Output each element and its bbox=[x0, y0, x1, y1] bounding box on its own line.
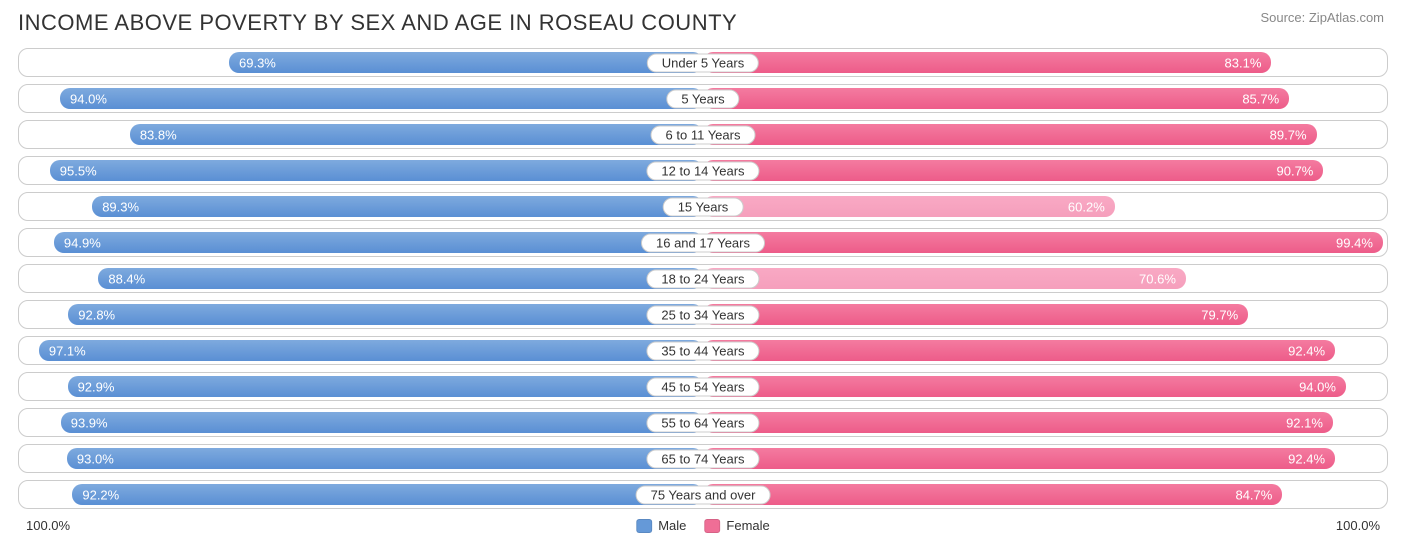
male-value: 88.4% bbox=[108, 271, 145, 286]
male-value: 93.9% bbox=[71, 415, 108, 430]
bar-row: 94.9% 99.4% 16 and 17 Years bbox=[18, 228, 1388, 257]
female-value: 92.1% bbox=[1286, 415, 1323, 430]
male-bar: 94.9% bbox=[54, 232, 703, 253]
male-value: 92.2% bbox=[82, 487, 119, 502]
male-value: 97.1% bbox=[49, 343, 86, 358]
female-value: 94.0% bbox=[1299, 379, 1336, 394]
female-value: 99.4% bbox=[1336, 235, 1373, 250]
female-bar: 89.7% bbox=[703, 124, 1317, 145]
legend-male-swatch bbox=[636, 519, 652, 533]
legend-male: Male bbox=[636, 518, 686, 533]
category-label: 15 Years bbox=[663, 197, 744, 216]
female-value: 89.7% bbox=[1270, 127, 1307, 142]
bar-row: 69.3% 83.1% Under 5 Years bbox=[18, 48, 1388, 77]
bar-row: 83.8% 89.7% 6 to 11 Years bbox=[18, 120, 1388, 149]
female-value: 84.7% bbox=[1235, 487, 1272, 502]
category-label: 55 to 64 Years bbox=[646, 413, 759, 432]
axis-max-left: 100.0% bbox=[26, 518, 70, 533]
male-bar: 92.9% bbox=[68, 376, 703, 397]
male-value: 93.0% bbox=[77, 451, 114, 466]
bar-row: 93.0% 92.4% 65 to 74 Years bbox=[18, 444, 1388, 473]
chart-title: INCOME ABOVE POVERTY BY SEX AND AGE IN R… bbox=[18, 10, 737, 36]
female-bar: 60.2% bbox=[703, 196, 1115, 217]
female-bar: 70.6% bbox=[703, 268, 1186, 289]
female-value: 79.7% bbox=[1201, 307, 1238, 322]
male-bar: 88.4% bbox=[98, 268, 703, 289]
female-bar: 92.4% bbox=[703, 340, 1335, 361]
male-bar: 93.9% bbox=[61, 412, 703, 433]
male-value: 83.8% bbox=[140, 127, 177, 142]
male-value: 94.9% bbox=[64, 235, 101, 250]
female-bar: 90.7% bbox=[703, 160, 1323, 181]
female-bar: 84.7% bbox=[703, 484, 1282, 505]
category-label: 12 to 14 Years bbox=[646, 161, 759, 180]
female-bar: 92.4% bbox=[703, 448, 1335, 469]
male-value: 69.3% bbox=[239, 55, 276, 70]
category-label: 75 Years and over bbox=[636, 485, 771, 504]
female-bar: 99.4% bbox=[703, 232, 1383, 253]
category-label: Under 5 Years bbox=[647, 53, 759, 72]
bar-row: 93.9% 92.1% 55 to 64 Years bbox=[18, 408, 1388, 437]
bar-row: 89.3% 60.2% 15 Years bbox=[18, 192, 1388, 221]
category-label: 16 and 17 Years bbox=[641, 233, 765, 252]
category-label: 5 Years bbox=[666, 89, 739, 108]
male-bar: 92.2% bbox=[72, 484, 703, 505]
legend-female-label: Female bbox=[726, 518, 769, 533]
source-attribution: Source: ZipAtlas.com bbox=[1260, 10, 1384, 25]
male-bar: 69.3% bbox=[229, 52, 703, 73]
female-bar: 92.1% bbox=[703, 412, 1333, 433]
male-value: 89.3% bbox=[102, 199, 139, 214]
female-value: 83.1% bbox=[1225, 55, 1262, 70]
male-value: 92.9% bbox=[78, 379, 115, 394]
male-bar: 89.3% bbox=[92, 196, 703, 217]
axis-row: 100.0% Male Female 100.0% bbox=[0, 516, 1406, 540]
male-value: 94.0% bbox=[70, 91, 107, 106]
female-value: 92.4% bbox=[1288, 451, 1325, 466]
chart-area: 69.3% 83.1% Under 5 Years 94.0% 85.7% 5 Years… bbox=[0, 40, 1406, 509]
male-bar: 95.5% bbox=[50, 160, 703, 181]
female-value: 90.7% bbox=[1277, 163, 1314, 178]
male-value: 95.5% bbox=[60, 163, 97, 178]
bar-row: 92.2% 84.7% 75 Years and over bbox=[18, 480, 1388, 509]
female-value: 60.2% bbox=[1068, 199, 1105, 214]
male-bar: 97.1% bbox=[39, 340, 703, 361]
axis-max-right: 100.0% bbox=[1336, 518, 1380, 533]
legend-female-swatch bbox=[704, 519, 720, 533]
female-value: 85.7% bbox=[1242, 91, 1279, 106]
bar-row: 92.9% 94.0% 45 to 54 Years bbox=[18, 372, 1388, 401]
bar-row: 92.8% 79.7% 25 to 34 Years bbox=[18, 300, 1388, 329]
bar-row: 94.0% 85.7% 5 Years bbox=[18, 84, 1388, 113]
bar-row: 95.5% 90.7% 12 to 14 Years bbox=[18, 156, 1388, 185]
bar-row: 97.1% 92.4% 35 to 44 Years bbox=[18, 336, 1388, 365]
category-label: 65 to 74 Years bbox=[646, 449, 759, 468]
legend-male-label: Male bbox=[658, 518, 686, 533]
male-value: 92.8% bbox=[78, 307, 115, 322]
female-bar: 85.7% bbox=[703, 88, 1289, 109]
male-bar: 92.8% bbox=[68, 304, 703, 325]
female-bar: 79.7% bbox=[703, 304, 1248, 325]
female-value: 70.6% bbox=[1139, 271, 1176, 286]
male-bar: 83.8% bbox=[130, 124, 703, 145]
female-value: 92.4% bbox=[1288, 343, 1325, 358]
bar-row: 88.4% 70.6% 18 to 24 Years bbox=[18, 264, 1388, 293]
female-bar: 94.0% bbox=[703, 376, 1346, 397]
male-bar: 94.0% bbox=[60, 88, 703, 109]
male-bar: 93.0% bbox=[67, 448, 703, 469]
legend: Male Female bbox=[636, 518, 770, 533]
legend-female: Female bbox=[704, 518, 769, 533]
category-label: 45 to 54 Years bbox=[646, 377, 759, 396]
category-label: 25 to 34 Years bbox=[646, 305, 759, 324]
category-label: 35 to 44 Years bbox=[646, 341, 759, 360]
category-label: 6 to 11 Years bbox=[651, 125, 756, 144]
category-label: 18 to 24 Years bbox=[646, 269, 759, 288]
female-bar: 83.1% bbox=[703, 52, 1271, 73]
